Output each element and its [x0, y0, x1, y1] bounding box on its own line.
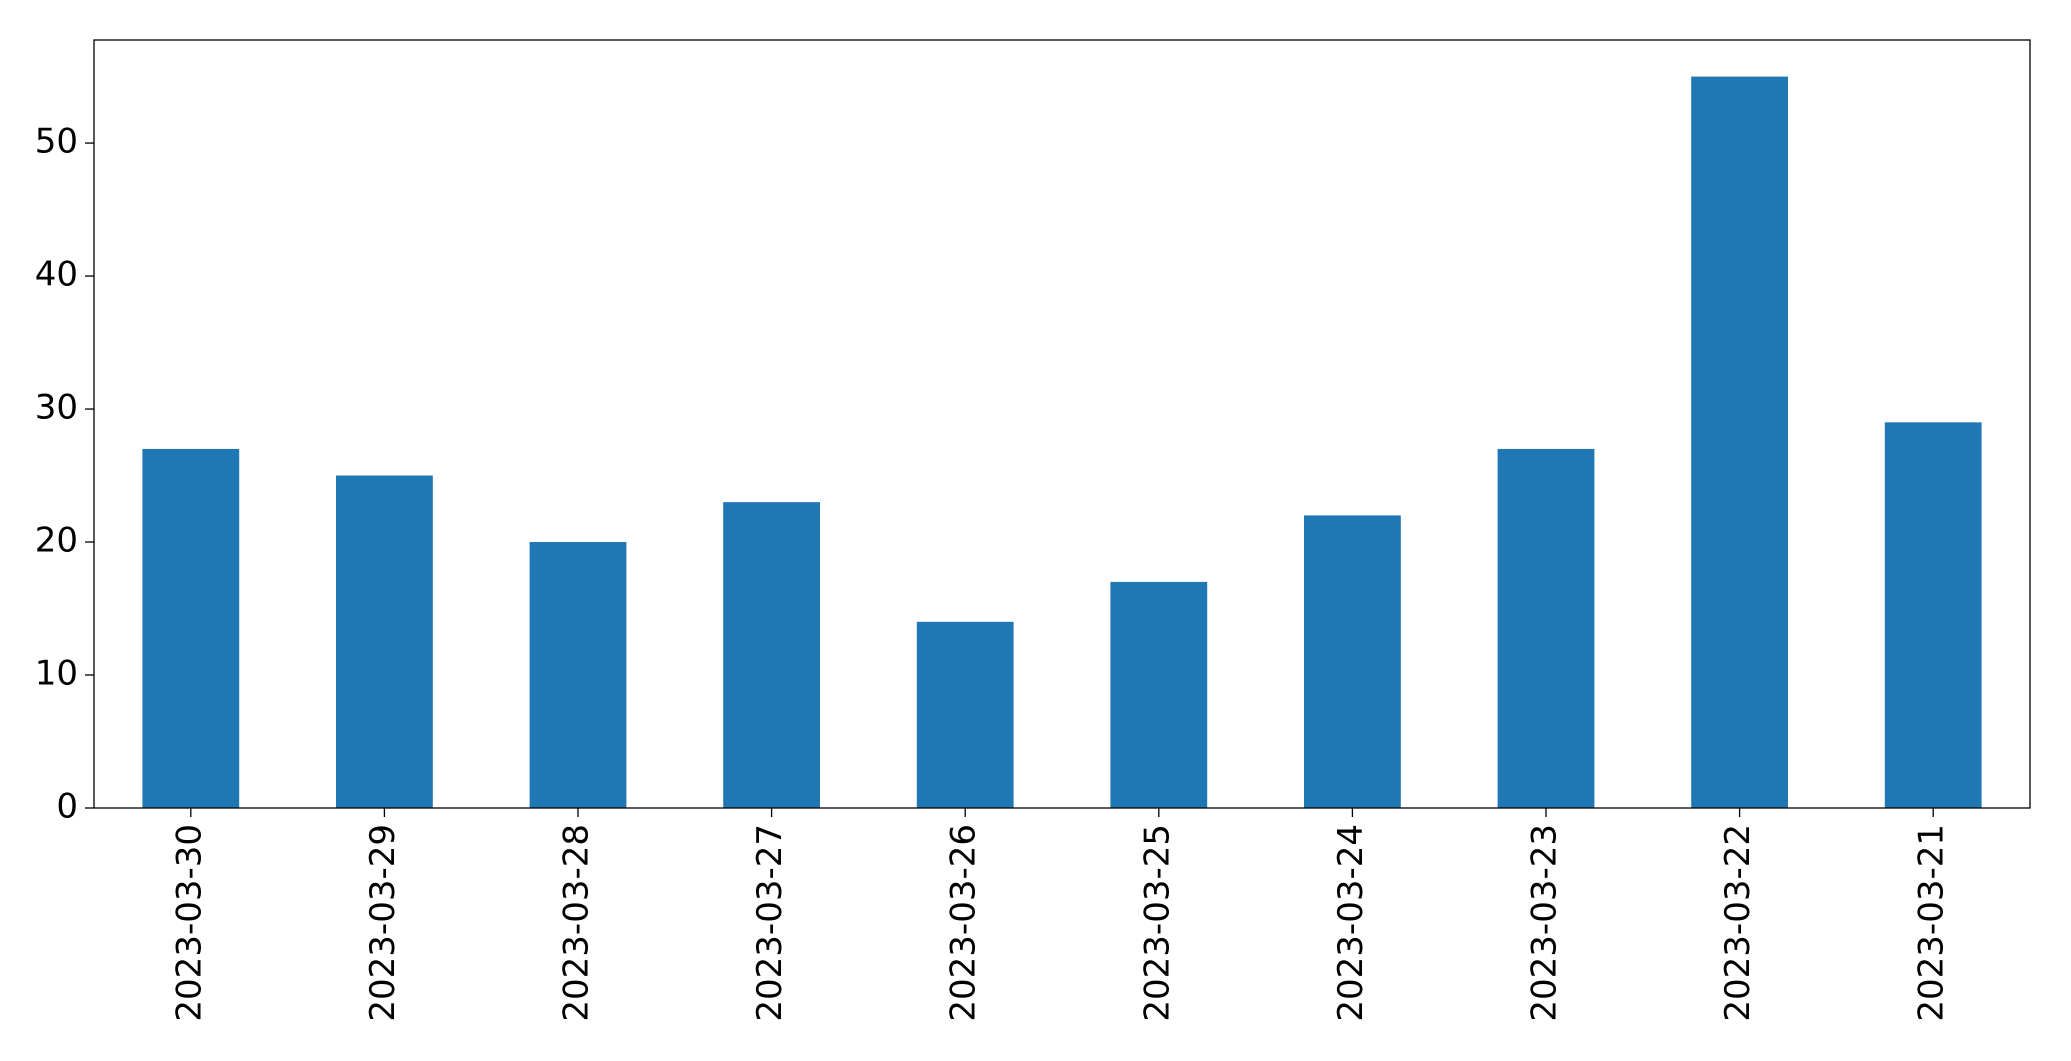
- bar: [1304, 515, 1401, 808]
- x-tick-label: 2023-03-24: [1331, 824, 1371, 1022]
- y-tick-label: 30: [35, 388, 78, 428]
- x-tick-label: 2023-03-26: [944, 824, 984, 1022]
- y-tick-label: 20: [35, 521, 78, 561]
- x-tick-label: 2023-03-27: [750, 824, 790, 1022]
- bar: [723, 502, 820, 808]
- x-tick-label: 2023-03-25: [1137, 824, 1177, 1022]
- bar: [529, 542, 627, 808]
- x-tick-label: 2023-03-21: [1912, 824, 1952, 1022]
- plot-frame: [93, 39, 2031, 809]
- x-tick-label: 2023-03-28: [557, 824, 597, 1022]
- bar: [1497, 448, 1595, 808]
- bar: [1884, 422, 1982, 808]
- x-tick-label: 2023-03-29: [363, 824, 403, 1022]
- bar: [1110, 581, 1208, 808]
- y-tick-label: 50: [35, 122, 78, 162]
- x-tick-label: 2023-03-23: [1525, 824, 1565, 1022]
- y-tick-label: 10: [35, 654, 78, 694]
- x-tick-label: 2023-03-22: [1718, 824, 1758, 1022]
- x-tick-label: 2023-03-30: [169, 824, 209, 1022]
- bar: [142, 448, 240, 808]
- y-tick-label: 40: [35, 255, 78, 295]
- y-tick-label: 0: [56, 787, 78, 827]
- bar: [1691, 76, 1788, 809]
- bar: [916, 621, 1014, 808]
- bar: [336, 475, 433, 808]
